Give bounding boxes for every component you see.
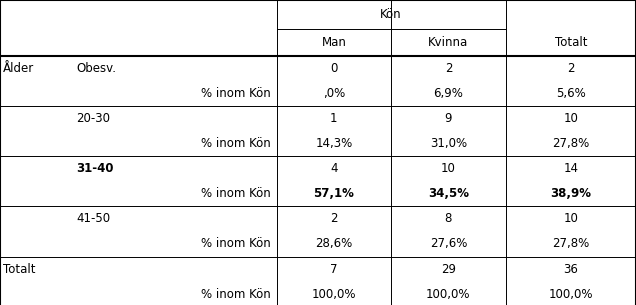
Text: 0: 0 (330, 63, 338, 75)
Text: 27,8%: 27,8% (552, 138, 590, 150)
Text: 14,3%: 14,3% (315, 138, 352, 150)
Text: 5,6%: 5,6% (556, 88, 586, 100)
Text: Ålder: Ålder (3, 63, 34, 75)
Text: 31-40: 31-40 (76, 163, 114, 175)
Text: 2: 2 (445, 63, 452, 75)
Text: ,0%: ,0% (323, 88, 345, 100)
Text: % inom Kön: % inom Kön (200, 238, 270, 250)
Text: Man: Man (321, 36, 347, 49)
Text: % inom Kön: % inom Kön (200, 138, 270, 150)
Text: 10: 10 (563, 113, 578, 125)
Text: Obesv.: Obesv. (76, 63, 116, 75)
Text: Kvinna: Kvinna (428, 36, 469, 49)
Text: Totalt: Totalt (3, 263, 36, 275)
Text: 10: 10 (441, 163, 456, 175)
Text: % inom Kön: % inom Kön (200, 288, 270, 300)
Text: 2: 2 (330, 213, 338, 225)
Text: 36: 36 (563, 263, 578, 275)
Text: 57,1%: 57,1% (314, 188, 354, 200)
Text: 7: 7 (330, 263, 338, 275)
Text: 38,9%: 38,9% (550, 188, 591, 200)
Text: 34,5%: 34,5% (428, 188, 469, 200)
Text: Kön: Kön (380, 8, 402, 21)
Text: 31,0%: 31,0% (430, 138, 467, 150)
Text: 100,0%: 100,0% (426, 288, 471, 300)
Text: 100,0%: 100,0% (312, 288, 356, 300)
Text: 10: 10 (563, 213, 578, 225)
Text: 20-30: 20-30 (76, 113, 110, 125)
Text: 41-50: 41-50 (76, 213, 111, 225)
Text: 8: 8 (445, 213, 452, 225)
Text: 14: 14 (563, 163, 578, 175)
Text: 4: 4 (330, 163, 338, 175)
Text: 1: 1 (330, 113, 338, 125)
Text: 100,0%: 100,0% (549, 288, 593, 300)
Text: Totalt: Totalt (555, 36, 587, 49)
Text: 9: 9 (445, 113, 452, 125)
Text: 2: 2 (567, 63, 574, 75)
Text: % inom Kön: % inom Kön (200, 188, 270, 200)
Text: 27,8%: 27,8% (552, 238, 590, 250)
Text: 29: 29 (441, 263, 456, 275)
Text: % inom Kön: % inom Kön (200, 88, 270, 100)
Text: 27,6%: 27,6% (430, 238, 467, 250)
Text: 6,9%: 6,9% (434, 88, 463, 100)
Text: 28,6%: 28,6% (315, 238, 352, 250)
